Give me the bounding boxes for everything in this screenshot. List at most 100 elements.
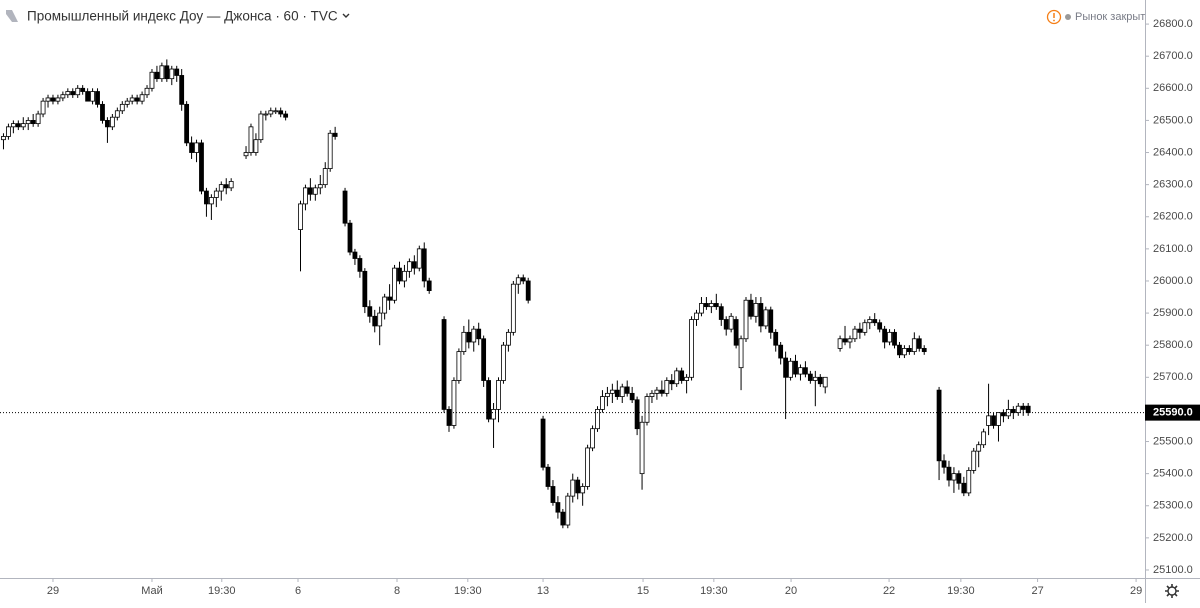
candle-body	[253, 139, 259, 153]
settings-teeth	[1165, 584, 1179, 598]
candle-body	[283, 113, 289, 118]
candle-body	[1020, 405, 1026, 410]
candle-body	[109, 116, 115, 128]
last-price-tag	[1145, 404, 1200, 421]
candle-body	[966, 470, 972, 494]
warning-icon[interactable]	[1046, 9, 1062, 25]
candle-body	[45, 97, 51, 102]
y-tick-label: 25800.0	[1153, 339, 1193, 351]
candle-body	[392, 267, 397, 301]
candle-body	[540, 418, 546, 468]
candle-body	[778, 344, 784, 359]
candle-body	[862, 322, 868, 333]
candle-body	[441, 319, 447, 410]
candle-body	[496, 380, 501, 410]
y-tick-label: 26000.0	[1153, 275, 1193, 287]
warning-icon-dot	[1053, 19, 1055, 22]
candle-body	[733, 319, 739, 346]
candle-body	[639, 421, 645, 475]
candle-body	[659, 389, 665, 394]
x-tick-label: 19:30	[208, 585, 236, 597]
candle-body	[684, 376, 690, 381]
x-tick-label: 19:30	[700, 585, 728, 597]
candle-body	[20, 123, 26, 128]
candle-body	[451, 380, 457, 426]
candle-body	[80, 87, 86, 92]
candle-body	[892, 331, 897, 346]
candle-body	[30, 120, 36, 125]
candle-body	[179, 75, 185, 105]
candle-body	[357, 258, 363, 272]
x-tick-label: 13	[537, 585, 549, 597]
candle-body	[426, 280, 432, 292]
candle-body	[501, 344, 506, 381]
candle-body	[842, 338, 848, 343]
y-tick-label: 25400.0	[1153, 468, 1193, 480]
candle-body	[100, 103, 105, 121]
candle-body	[129, 97, 135, 102]
candle-body	[956, 473, 962, 484]
candle-body	[1001, 412, 1006, 417]
candle-body	[466, 331, 472, 343]
candle-body	[154, 71, 160, 80]
candle-body	[402, 270, 407, 282]
candle-body	[679, 370, 685, 381]
candle-body	[1, 136, 6, 141]
candle-body	[114, 110, 120, 118]
settings-icon[interactable]	[1165, 584, 1179, 598]
y-tick-label: 25700.0	[1153, 371, 1193, 383]
candle-body	[367, 306, 373, 317]
candle-body	[877, 322, 883, 330]
candle-body	[307, 187, 313, 195]
candle-body	[634, 399, 640, 430]
candle-body	[867, 319, 873, 324]
candle-body	[397, 267, 402, 282]
candle-body	[105, 120, 110, 128]
candle-body	[921, 348, 927, 353]
candle-body	[585, 447, 591, 487]
candle-body	[243, 152, 249, 157]
candle-body	[387, 296, 392, 301]
candle-body	[758, 303, 764, 327]
candle-body	[85, 91, 91, 102]
candle-body	[263, 113, 269, 116]
candle-body	[817, 376, 823, 385]
candle-body	[991, 415, 996, 426]
candle-body	[1010, 409, 1016, 414]
candle-body	[456, 351, 462, 381]
y-tick-label: 26400.0	[1153, 146, 1193, 158]
symbol-icon[interactable]	[6, 10, 18, 22]
candle-body	[95, 91, 100, 105]
candle-body	[689, 319, 694, 378]
candle-body	[748, 299, 754, 317]
candle-body	[15, 123, 21, 128]
candle-body	[708, 303, 714, 308]
candle-body	[144, 87, 150, 96]
candle-body	[738, 338, 744, 369]
y-tick-label: 26300.0	[1153, 179, 1193, 191]
candle-body	[213, 190, 219, 198]
candle-body	[550, 486, 556, 503]
x-tick-label: 6	[295, 585, 301, 597]
candle-body	[609, 389, 615, 394]
candle-body	[857, 328, 863, 333]
candle-body	[728, 315, 734, 330]
candle-body	[218, 184, 224, 192]
market-status: Рынок закрыт	[1075, 11, 1145, 23]
candle-body	[882, 328, 888, 343]
candle-body	[694, 312, 699, 320]
candle-body	[55, 97, 61, 102]
candle-body	[807, 373, 813, 381]
chart-title[interactable]: Промышленный индекс Доу — Джонса · 60 · …	[27, 9, 338, 24]
title-dropdown[interactable]	[342, 13, 350, 18]
candle-body	[525, 280, 531, 301]
status-dot	[1065, 14, 1071, 20]
candle-body	[134, 97, 140, 102]
candle-body	[312, 187, 318, 195]
candle-body	[228, 181, 234, 189]
candle-body	[520, 277, 526, 282]
candle-body	[743, 299, 749, 340]
y-tick-label: 25500.0	[1153, 435, 1193, 447]
x-tick-label: 15	[637, 585, 649, 597]
candle-body	[169, 68, 175, 80]
